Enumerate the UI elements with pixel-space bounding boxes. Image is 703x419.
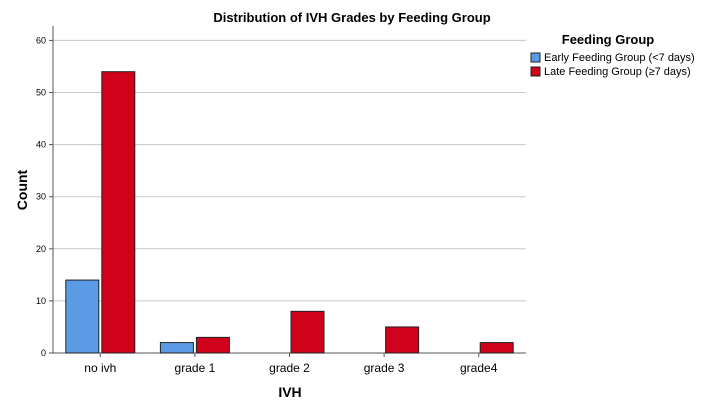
x-axis-title: IVH <box>278 384 301 400</box>
legend-swatch-early <box>530 52 541 63</box>
legend: Feeding Group Early Feeding Group (<7 da… <box>530 32 695 78</box>
chart-title: Distribution of IVH Grades by Feeding Gr… <box>213 10 490 25</box>
x-tick-label: grade 1 <box>175 361 216 375</box>
x-tick-label: grade 2 <box>269 361 310 375</box>
y-tick-label: 20 <box>36 244 46 254</box>
plot-area: 0 10 20 30 40 50 60 no ivh grade 1 grade 2 grade 3… <box>36 26 526 375</box>
bar-early-1 <box>159 342 194 354</box>
y-tick-label: 30 <box>36 192 46 202</box>
legend-label-late: Late Feeding Group (≥7 days) <box>544 66 691 78</box>
bar-early-0 <box>65 279 100 354</box>
y-tick-label: 60 <box>36 35 46 45</box>
y-tick-label: 10 <box>36 296 46 306</box>
y-axis-title: Count <box>14 169 30 210</box>
y-tick-label: 50 <box>36 88 46 98</box>
bar-late-4 <box>479 342 514 354</box>
bar-late-1 <box>195 336 230 354</box>
legend-swatch-late <box>530 66 541 77</box>
y-tick-label: 0 <box>41 348 46 358</box>
legend-label-early: Early Feeding Group (<7 days) <box>544 52 695 64</box>
y-tick-label: 40 <box>36 140 46 150</box>
bar-late-2 <box>290 310 325 354</box>
bar-late-3 <box>385 326 420 354</box>
x-tick-label: grade4 <box>460 361 498 375</box>
legend-title: Feeding Group <box>562 32 655 47</box>
x-tick-label: grade 3 <box>364 361 405 375</box>
x-tick-label: no ivh <box>84 361 116 375</box>
bar-late-0 <box>101 71 136 354</box>
